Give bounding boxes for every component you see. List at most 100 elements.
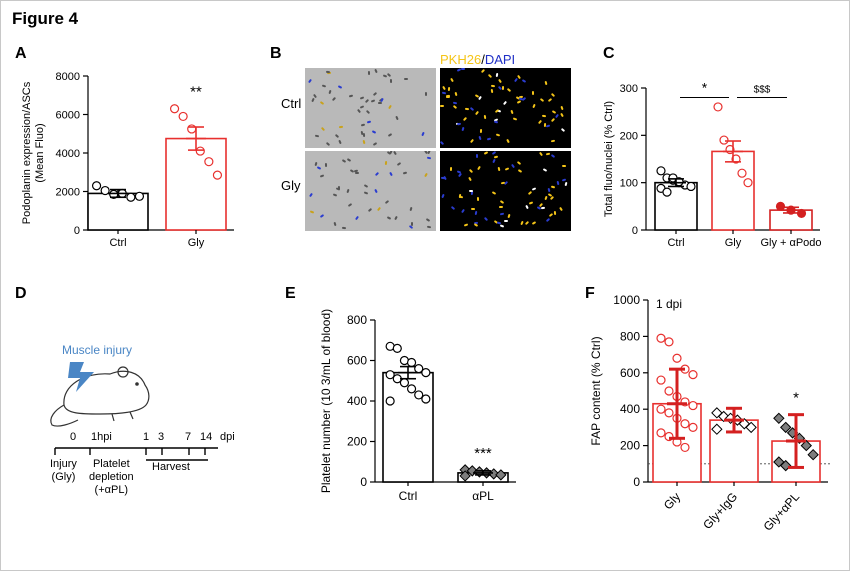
chart-a-point [178,111,188,122]
chart-f-category-label: Gly+IgG [700,490,740,532]
chart-e-point [414,390,424,400]
step-injury: Injury (Gly) [50,458,77,483]
chart-e-point [495,469,507,481]
chart-c-category-label: Gly + αPodo [760,237,821,249]
chart-a-y-tick-label: 6000 [56,110,80,122]
chart-f-point [688,400,698,411]
micrograph-ctrl-brightfield [305,68,436,148]
chart-a-bar [165,137,227,231]
chart-e-point [406,357,417,368]
chart-f-y-tick-label: 1000 [613,293,640,307]
chart-a-y-tick-label: 0 [74,225,80,237]
chart-f-point [680,419,690,429]
chart-e-y-tick-label: 800 [347,313,367,327]
stain-pkh26: PKH26 [440,52,482,67]
chart-f-significance: * [793,390,799,407]
chart-a-point [187,124,197,134]
chart-c-y-tick-label: 300 [620,83,638,95]
chart-f-point [688,422,698,432]
chart-c-point [743,178,753,188]
chart-f-point [711,423,723,435]
chart-c-point [686,181,696,192]
timeline-unit: dpi [220,431,235,443]
chart-a-point [169,104,180,114]
chart-f-point [745,421,757,434]
chart-a-y-label: (Mean Fluo) [34,123,46,182]
chart-f-category-label: Gly [661,490,683,513]
chart-c-point [719,135,729,145]
chart-f-y-tick-label: 0 [633,475,640,489]
micrograph-gly-brightfield [305,151,436,231]
chart-f-point [664,386,674,396]
chart-c-point [656,166,666,176]
chart-c-bar [711,150,755,231]
chart-f-point [656,375,666,385]
chart-a-category-label: Gly [188,237,205,249]
chart-f-point [807,448,819,461]
panel-label-a: A [15,45,27,62]
chart-f-point [656,428,666,438]
chart-e-point [421,368,431,378]
chart-a-point [195,146,205,156]
chart-e-point [385,370,395,380]
cell-speck [403,78,408,81]
chart-f-point [780,421,792,434]
chart-a-point [212,170,223,180]
timeline-tick-0: 0 [70,431,77,443]
chart-f-subtitle: 1 dpi [656,297,682,311]
micro-row-label-gly: Gly [281,178,301,193]
timeline-tick-1hpi: 1hpi [91,431,112,443]
chart-c-point [731,154,741,164]
chart-c-point [737,168,747,178]
chart-e-y-tick-label: 0 [360,475,367,489]
chart-c-point [713,102,723,112]
chart-e-point [421,394,431,404]
chart-f-point [800,439,812,452]
chart-e-y-tick-label: 200 [347,435,367,449]
chart-f-point [688,370,698,380]
chart-c-significance: * [702,79,708,95]
chart-e-point [385,396,395,406]
timeline-tick-1: 1 [143,431,150,443]
chart-e-point [414,364,424,374]
chart-c-point [775,201,786,211]
chart-e-y-label: Platelet number (10 3/mL of blood) [319,309,333,493]
muscle-injury-label: Muscle injury [62,343,133,357]
chart-a-point [91,181,102,191]
chart-c-category-label: Ctrl [667,237,684,249]
chart-a-y-tick-label: 8000 [56,71,80,83]
chart-e-point [406,384,417,394]
chart-a-y-tick-label: 4000 [56,148,80,160]
panel-label-d: D [15,285,27,302]
chart-e-point [399,378,410,388]
chart-f-y-label: FAP content (% Ctrl) [589,336,603,445]
chart-f-point [656,404,666,414]
timeline-tick-14: 14 [200,431,213,443]
chart-c-point [662,187,672,197]
micro-row-label-ctrl: Ctrl [281,96,302,111]
micrograph-ctrl-fluorescence [440,68,571,148]
chart-f-y-tick-label: 800 [620,329,640,343]
chart-c-y-label: Total fluo/nuclei (% Ctrl) [603,101,615,217]
timeline-tick-3: 3 [158,431,165,443]
chart-f-point [656,333,666,343]
chart-f-category-label: Gly+αPL [761,489,803,533]
chart-f-y-tick-label: 200 [620,439,640,453]
chart-f-point [664,337,674,347]
chart-f-point [664,408,674,418]
chart-e-category-label: αPL [472,489,494,503]
chart-f-point [680,442,690,453]
chart-a-point [134,191,145,201]
chart-e-point [392,343,402,353]
chart-a-category-label: Ctrl [109,237,126,249]
stain-dapi: DAPI [484,52,516,67]
chart-f-point [773,412,785,425]
stain-title: PKH26/DAPI [440,52,515,67]
step-harvest: Harvest [152,461,190,473]
chart-c-y-tick-label: 100 [620,178,638,190]
chart-a-significance: ** [190,84,202,101]
chart-f-y-tick-label: 400 [620,402,640,416]
panel-label-b: B [270,45,282,62]
stain-sep: / [481,52,485,67]
chart-a-point [126,192,136,202]
